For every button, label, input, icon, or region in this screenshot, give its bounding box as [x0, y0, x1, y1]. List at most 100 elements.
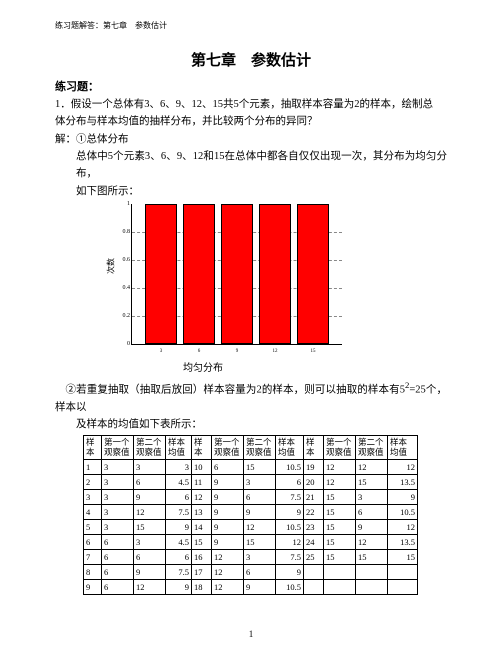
table-header: 样本 [84, 436, 102, 460]
table-cell: 12 [212, 580, 244, 595]
table-cell: 15 [192, 535, 212, 550]
table-cell: 9 [166, 580, 192, 595]
table-cell: 9 [276, 505, 304, 520]
table-cell: 15 [244, 535, 276, 550]
table-cell [304, 580, 324, 595]
question-line-1: 1．假设一个总体有3、6、9、12、15共5个元素，抽取样本容量为2的样本，绘制… [55, 96, 447, 113]
section-heading: 练习题： [55, 78, 447, 94]
table-cell: 3 [356, 490, 388, 505]
table-cell: 24 [304, 535, 324, 550]
table-cell: 7.5 [166, 505, 192, 520]
table-cell: 12 [192, 490, 212, 505]
table-cell: 2 [84, 475, 102, 490]
sample-table: 样本第一个观察值第二个观察值样本均值样本第一个观察值第二个观察值样本均值样本第一… [83, 435, 418, 595]
table-cell: 9 [212, 520, 244, 535]
table-cell: 15 [388, 550, 418, 565]
table-cell: 3 [102, 520, 134, 535]
table-cell: 12 [244, 520, 276, 535]
table-header: 第一个观察值 [324, 436, 356, 460]
table-cell: 22 [304, 505, 324, 520]
table-cell: 15 [356, 550, 388, 565]
table-cell: 3 [102, 505, 134, 520]
table-row: 43127.5139992215610.5 [84, 505, 418, 520]
table-cell: 12 [356, 460, 388, 475]
table-cell: 15 [324, 535, 356, 550]
table-cell: 10.5 [276, 520, 304, 535]
table-cell: 12 [212, 565, 244, 580]
table-row: 339612967.5211539 [84, 490, 418, 505]
table-cell: 8 [84, 565, 102, 580]
table-cell: 9 [212, 490, 244, 505]
table-cell: 10.5 [276, 460, 304, 475]
table-cell: 12 [388, 520, 418, 535]
answer-desc-1: 总体中5个元素3、6、9、12和15在总体中都各自仅仅出现一次，其分布为均匀分布… [55, 148, 447, 183]
table-cell: 3 [102, 475, 134, 490]
table-cell: 9 [134, 565, 166, 580]
table-row: 13331061510.519121212 [84, 460, 418, 475]
table-header: 第一个观察值 [102, 436, 134, 460]
table-cell: 7.5 [276, 550, 304, 565]
table-cell: 6 [102, 550, 134, 565]
table-cell: 9 [388, 490, 418, 505]
table-header: 样本均值 [166, 436, 192, 460]
table-cell: 12 [388, 460, 418, 475]
table-cell: 6 [84, 535, 102, 550]
table-header: 第二个观察值 [134, 436, 166, 460]
answer-label: 解：①总体分布 [55, 131, 447, 148]
table-cell: 10.5 [388, 505, 418, 520]
table-cell: 15 [324, 490, 356, 505]
table-header: 样本均值 [388, 436, 418, 460]
table-cell: 3 [84, 490, 102, 505]
table-cell: 9 [244, 505, 276, 520]
table-cell: 3 [134, 460, 166, 475]
table-header: 第一个观察值 [212, 436, 244, 460]
table-cell: 13 [192, 505, 212, 520]
table-cell: 9 [84, 580, 102, 595]
table-cell: 23 [304, 520, 324, 535]
table-cell: 6 [276, 475, 304, 490]
chart-caption: 均匀分布 [183, 359, 345, 374]
table-cell: 16 [192, 550, 212, 565]
table-cell [324, 580, 356, 595]
table-cell: 12 [134, 505, 166, 520]
table-cell: 3 [244, 475, 276, 490]
table-cell [388, 565, 418, 580]
table-row: 2364.51193620121513.5 [84, 475, 418, 490]
table-cell: 4.5 [166, 475, 192, 490]
part2-line-2: 及样本的均值如下表所示： [55, 416, 447, 433]
part2-line-1: ②若重复抽取（抽取后放回）样本容量为2的样本，则可以抽取的样本有52=25个，样… [55, 378, 447, 416]
table-cell: 6 [134, 550, 166, 565]
table-cell: 9 [212, 505, 244, 520]
table-cell: 1 [84, 460, 102, 475]
table-cell: 9 [212, 475, 244, 490]
table-cell: 6 [244, 490, 276, 505]
table-cell: 3 [102, 460, 134, 475]
table-cell: 15 [324, 520, 356, 535]
table-cell: 6 [212, 460, 244, 475]
table-cell: 9 [276, 565, 304, 580]
table-header: 样本 [304, 436, 324, 460]
table-cell: 6 [134, 475, 166, 490]
table-cell: 13.5 [388, 535, 418, 550]
table-row: 961291812910.5 [84, 580, 418, 595]
table-cell: 7.5 [166, 565, 192, 580]
table-cell: 11 [192, 475, 212, 490]
table-cell: 6 [102, 535, 134, 550]
table-cell: 15 [324, 505, 356, 520]
table-cell: 14 [192, 520, 212, 535]
table-cell: 15 [324, 550, 356, 565]
table-cell: 12 [324, 460, 356, 475]
table-cell [304, 565, 324, 580]
table-cell: 21 [304, 490, 324, 505]
table-cell: 3 [102, 490, 134, 505]
table-cell: 7.5 [276, 490, 304, 505]
answer-desc-2: 如下图所示： [55, 183, 447, 200]
table-cell: 19 [304, 460, 324, 475]
table-cell [356, 565, 388, 580]
table-header: 样本 [192, 436, 212, 460]
table-cell [324, 565, 356, 580]
table-cell: 6 [166, 550, 192, 565]
table-cell: 9 [134, 490, 166, 505]
table-row: 531591491210.52315912 [84, 520, 418, 535]
table-cell: 6 [102, 580, 134, 595]
